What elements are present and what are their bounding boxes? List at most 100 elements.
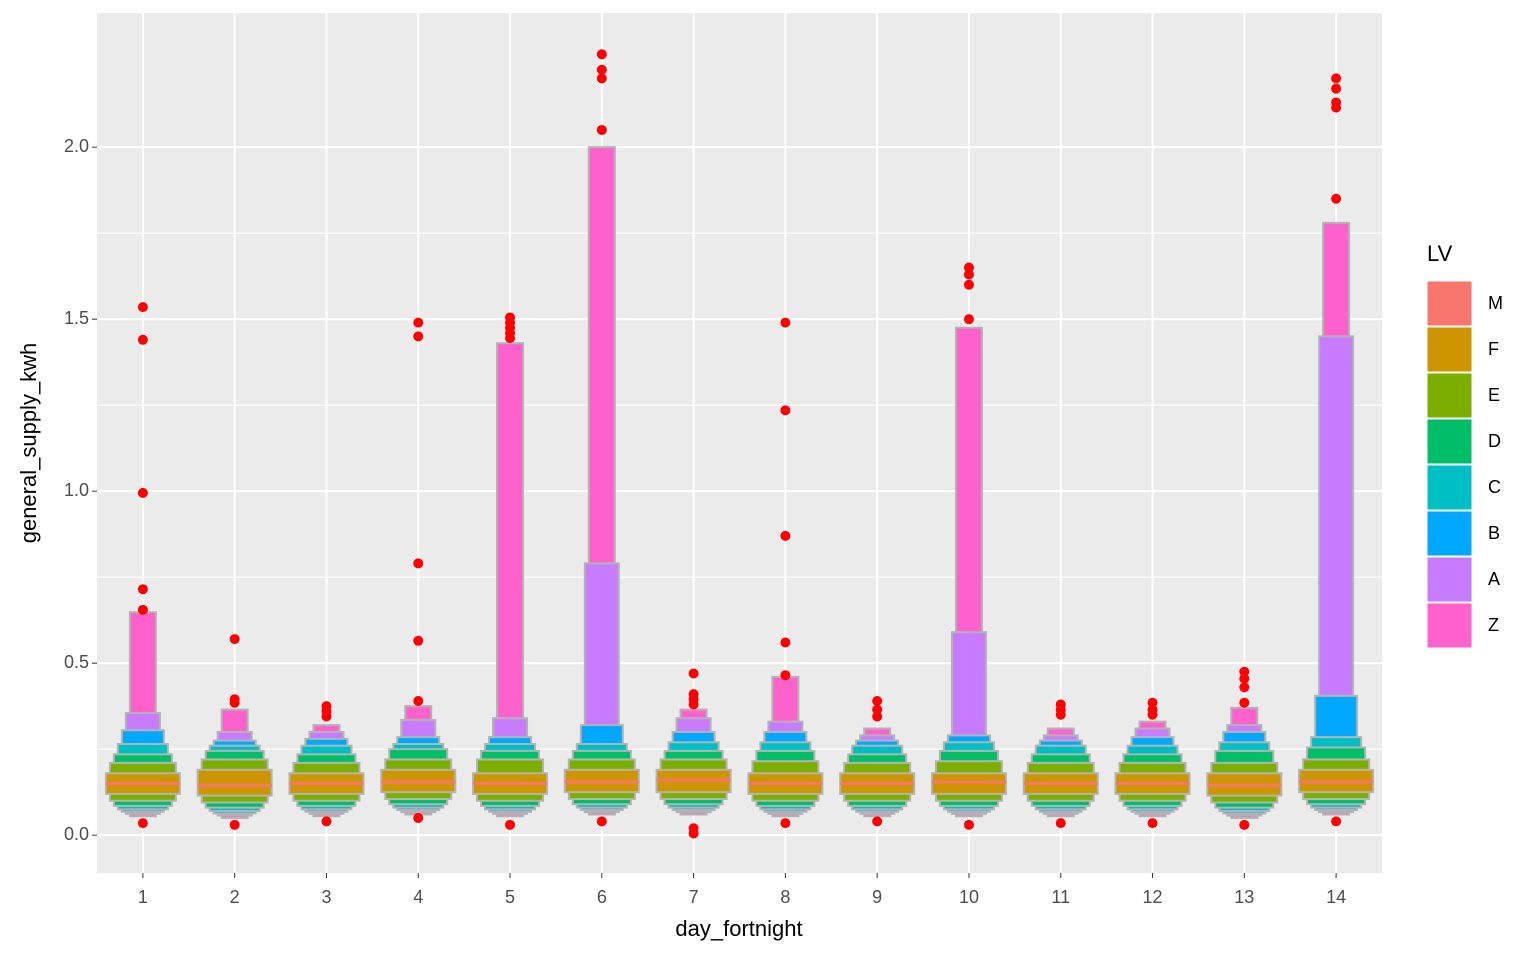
legend-label: C — [1488, 477, 1501, 497]
legend-key — [1426, 280, 1473, 327]
letter-value-box — [196, 768, 273, 797]
outlier-point — [137, 302, 148, 313]
panel — [97, 13, 1382, 873]
outlier-point — [1147, 818, 1158, 829]
outlier-point — [137, 604, 148, 615]
outlier-point — [872, 711, 883, 722]
x-tick-label: 6 — [597, 887, 607, 907]
outlier-point — [688, 699, 699, 710]
outlier-point — [1331, 83, 1342, 94]
x-tick-label: 10 — [959, 887, 979, 907]
outlier-point — [872, 696, 883, 706]
x-tick-label: 2 — [230, 887, 240, 907]
legend-label: E — [1488, 385, 1500, 405]
legend-key — [1426, 464, 1473, 511]
letter-value-box — [930, 772, 1007, 795]
outlier-point — [688, 828, 699, 839]
outlier-point — [1147, 697, 1158, 708]
legend-label: F — [1488, 339, 1499, 359]
outlier-point — [229, 819, 240, 830]
legend-key — [1426, 326, 1473, 373]
outlier-point — [1331, 193, 1342, 204]
outlier-point — [963, 262, 974, 273]
outlier-point — [137, 818, 148, 829]
outlier-point — [137, 334, 148, 345]
outlier-point — [780, 818, 791, 829]
y-tick-label: 0.5 — [64, 652, 89, 672]
outlier-point — [872, 816, 883, 827]
legend-key — [1426, 510, 1473, 557]
x-tick-label: 13 — [1234, 887, 1254, 907]
outlier-point — [505, 333, 516, 344]
x-tick-label: 4 — [413, 887, 423, 907]
outlier-point — [413, 696, 424, 706]
outlier-point — [1239, 666, 1250, 677]
outlier-point — [780, 670, 791, 681]
outlier-point — [413, 331, 424, 342]
outlier-point — [1239, 697, 1250, 708]
outlier-point — [1239, 819, 1250, 830]
outlier-point — [596, 73, 607, 84]
x-axis-label: day_fortnight — [675, 916, 802, 941]
outlier-point — [229, 697, 240, 708]
legend-key — [1426, 556, 1473, 603]
x-tick-label: 3 — [321, 887, 331, 907]
x-tick-label: 11 — [1051, 887, 1070, 907]
y-tick-label: 2.0 — [64, 136, 89, 156]
y-tick-label: 1.0 — [64, 480, 89, 500]
outlier-point — [963, 269, 974, 280]
legend-label: A — [1488, 569, 1500, 589]
outlier-point — [596, 816, 607, 827]
outlier-point — [780, 405, 791, 416]
y-axis-label: general_supply_kwh — [16, 343, 41, 544]
x-tick-label: 8 — [780, 887, 790, 907]
legend-key — [1426, 418, 1473, 465]
outlier-point — [321, 816, 332, 827]
outlier-point — [505, 819, 516, 830]
outlier-point — [137, 584, 148, 595]
legend-key — [1426, 372, 1473, 419]
outlier-point — [780, 637, 791, 648]
x-tick-label: 1 — [138, 887, 148, 907]
outlier-point — [780, 317, 791, 328]
outlier-point — [1331, 73, 1342, 84]
outlier-point — [596, 124, 607, 135]
outlier-point — [321, 711, 332, 722]
outlier-point — [963, 314, 974, 325]
outlier-point — [137, 487, 148, 498]
legend-label: D — [1488, 431, 1501, 451]
outlier-point — [1147, 709, 1158, 720]
x-tick-label: 9 — [872, 887, 882, 907]
outlier-point — [1331, 816, 1342, 827]
legend-key — [1426, 602, 1473, 649]
x-tick-label: 12 — [1143, 887, 1163, 907]
outlier-point — [963, 279, 974, 290]
outlier-point — [872, 704, 883, 715]
legend-label: Z — [1488, 615, 1499, 635]
outlier-point — [413, 635, 424, 646]
outlier-point — [1055, 818, 1066, 829]
outlier-point — [1239, 673, 1250, 684]
x-tick-label: 7 — [689, 887, 699, 907]
outlier-point — [413, 317, 424, 328]
outlier-point — [1331, 102, 1342, 113]
outlier-point — [963, 819, 974, 830]
y-tick-label: 0.0 — [64, 824, 89, 844]
legend-label: B — [1488, 523, 1500, 543]
x-tick-label: 14 — [1326, 887, 1346, 907]
x-tick-label: 5 — [505, 887, 515, 907]
outlier-point — [780, 530, 791, 541]
outlier-point — [1055, 709, 1066, 720]
outlier-point — [1239, 682, 1250, 693]
outlier-point — [229, 634, 240, 645]
outlier-point — [413, 558, 424, 569]
legend-label: M — [1488, 293, 1503, 313]
outlier-point — [688, 668, 699, 679]
outlier-point — [413, 812, 424, 823]
outlier-point — [596, 64, 607, 75]
legend-title: LV — [1427, 241, 1453, 266]
outlier-point — [596, 49, 607, 60]
y-tick-label: 1.5 — [64, 308, 89, 328]
